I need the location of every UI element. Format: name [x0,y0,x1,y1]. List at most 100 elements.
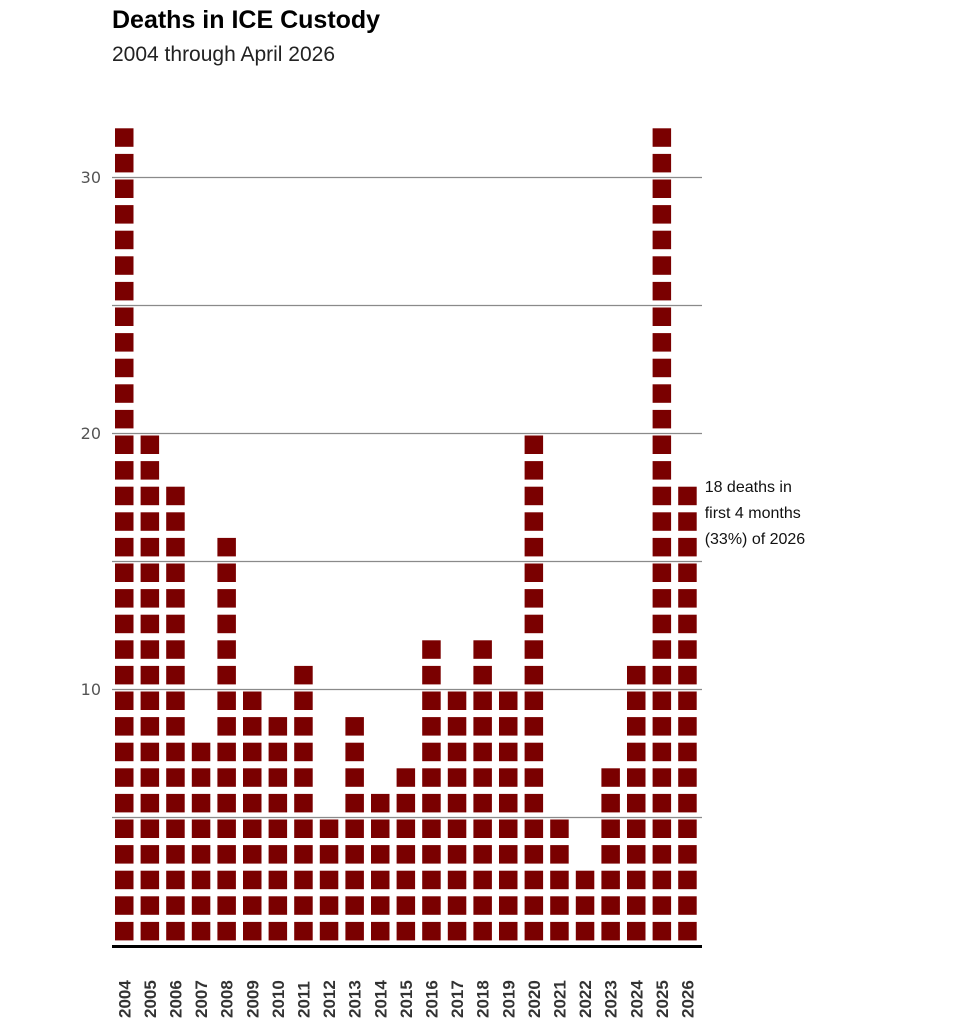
bar-unit [678,512,697,531]
bar-unit [652,128,672,147]
bar-unit [652,845,672,864]
bar-unit [447,717,467,736]
bar-unit [499,845,518,864]
bar-unit [191,768,211,787]
bar-unit [524,563,544,582]
bar-unit [371,793,390,813]
bar-unit [652,486,672,506]
bar-unit [652,153,672,173]
bar-2013 [345,717,364,941]
bar-unit [473,870,492,890]
bar-unit [627,665,646,685]
bar-unit [115,563,134,582]
bar-unit [601,870,620,890]
bar-unit [268,793,288,813]
bar-unit [678,589,697,608]
bar-unit [473,921,492,941]
bar-unit [473,742,492,762]
bar-unit [447,870,467,890]
bar-unit [140,461,160,480]
bar-unit [524,819,544,838]
bar-unit [652,435,672,454]
bar-unit [652,640,672,659]
bar-unit [268,768,288,787]
bar-unit [140,563,160,582]
bar-unit [243,896,262,915]
bar-unit [473,896,492,915]
bar-unit [499,742,518,762]
bar-unit [166,921,185,941]
bar-unit [294,768,313,787]
bar-unit [115,614,134,634]
bar-unit [217,691,236,710]
bar-unit [115,640,134,659]
bar-unit [140,435,160,454]
bar-unit [115,691,134,710]
bar-unit [115,921,134,941]
bar-unit [217,819,236,838]
bar-unit [191,921,211,941]
bar-unit [191,870,211,890]
bar-unit [422,742,441,762]
bar-unit [422,691,441,710]
bar-unit [422,921,441,941]
bar-unit [652,333,672,352]
bar-unit [115,281,134,301]
bar-unit [140,845,160,864]
x-tick-label: 2017 [448,980,467,1018]
bar-unit [115,307,134,326]
x-tick-label: 2014 [371,980,390,1018]
bar-unit [627,870,646,890]
x-tick-label: 2022 [576,980,595,1018]
bar-unit [652,793,672,813]
bar-unit [191,819,211,838]
bar-unit [140,793,160,813]
chart-subtitle: 2004 through April 2026 [112,43,336,66]
bar-2019 [499,691,518,941]
bar-unit [422,717,441,736]
bar-2005 [140,435,160,941]
bar-unit [268,819,288,838]
bar-unit [601,819,620,838]
bar-unit [115,153,134,173]
bar-unit [166,563,185,582]
bar-unit [550,870,569,890]
bar-unit [524,870,544,890]
bar-unit [652,768,672,787]
x-tick-label: 2015 [397,980,416,1018]
bar-unit [473,640,492,659]
bar-unit [473,819,492,838]
bar-2009 [243,691,262,941]
x-tick-label: 2026 [678,980,697,1018]
bar-unit [678,793,697,813]
bar-unit [217,614,236,634]
bar-2008 [217,537,236,941]
bar-unit [345,819,364,838]
bar-unit [499,896,518,915]
bar-unit [627,691,646,710]
bar-unit [371,845,390,864]
bar-unit [524,614,544,634]
bar-unit [524,589,544,608]
bar-unit [524,691,544,710]
bar-unit [243,921,262,941]
bar-unit [652,717,672,736]
bar-unit [678,691,697,710]
bar-unit [499,793,518,813]
bar-unit [268,717,288,736]
bar-unit [678,921,697,941]
bar-unit [447,845,467,864]
y-tick-label: 30 [81,168,101,187]
bar-unit [678,563,697,582]
bar-unit [217,793,236,813]
bar-unit [268,845,288,864]
bar-unit [524,793,544,813]
bar-unit [652,205,672,224]
bar-unit [524,435,544,454]
x-tick-label: 2016 [422,980,441,1018]
bar-unit [115,665,134,685]
bar-unit [166,665,185,685]
bar-unit [166,742,185,762]
bar-unit [243,845,262,864]
bar-unit [396,870,416,890]
